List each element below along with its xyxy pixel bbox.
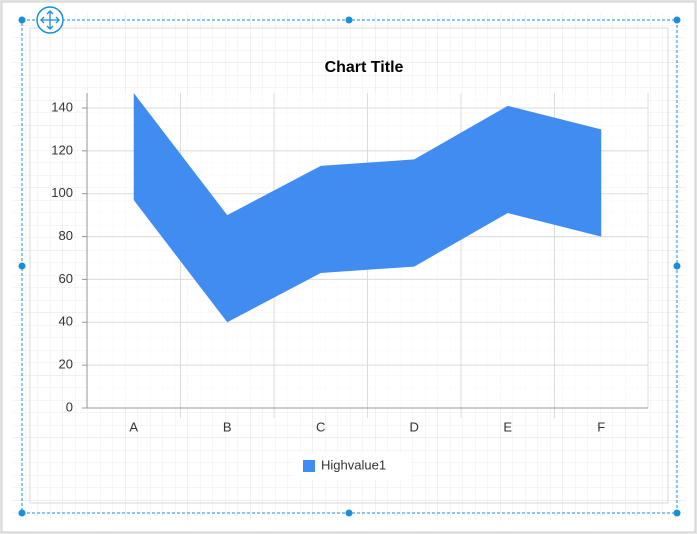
x-tick-label: A [129,419,138,434]
x-tick-label: F [597,419,605,434]
x-tick-label: D [410,419,419,434]
legend-label: Highvalue1 [321,457,386,472]
x-tick-label: E [503,419,512,434]
handle[interactable] [18,16,26,24]
x-tick-label: C [316,419,325,434]
y-tick-label: 0 [66,399,73,414]
x-tick-label: B [223,419,232,434]
legend-swatch [303,460,315,472]
y-tick-label: 120 [51,142,73,157]
y-tick-label: 140 [51,99,73,114]
y-tick-label: 80 [59,228,73,243]
handle[interactable] [673,262,681,270]
handle[interactable] [18,509,26,517]
chart-title: Chart Title [325,59,404,76]
y-tick-label: 100 [51,185,73,200]
handle[interactable] [673,16,681,24]
handle[interactable] [345,16,353,24]
y-tick-label: 60 [59,271,73,286]
y-tick-label: 20 [59,357,73,372]
y-tick-label: 40 [59,314,73,329]
range-area [133,93,602,323]
handle[interactable] [673,509,681,517]
handle[interactable] [345,509,353,517]
handle[interactable] [18,262,26,270]
move-handle[interactable] [36,6,64,34]
chart-frame [29,27,669,504]
handles[interactable] [18,16,681,517]
